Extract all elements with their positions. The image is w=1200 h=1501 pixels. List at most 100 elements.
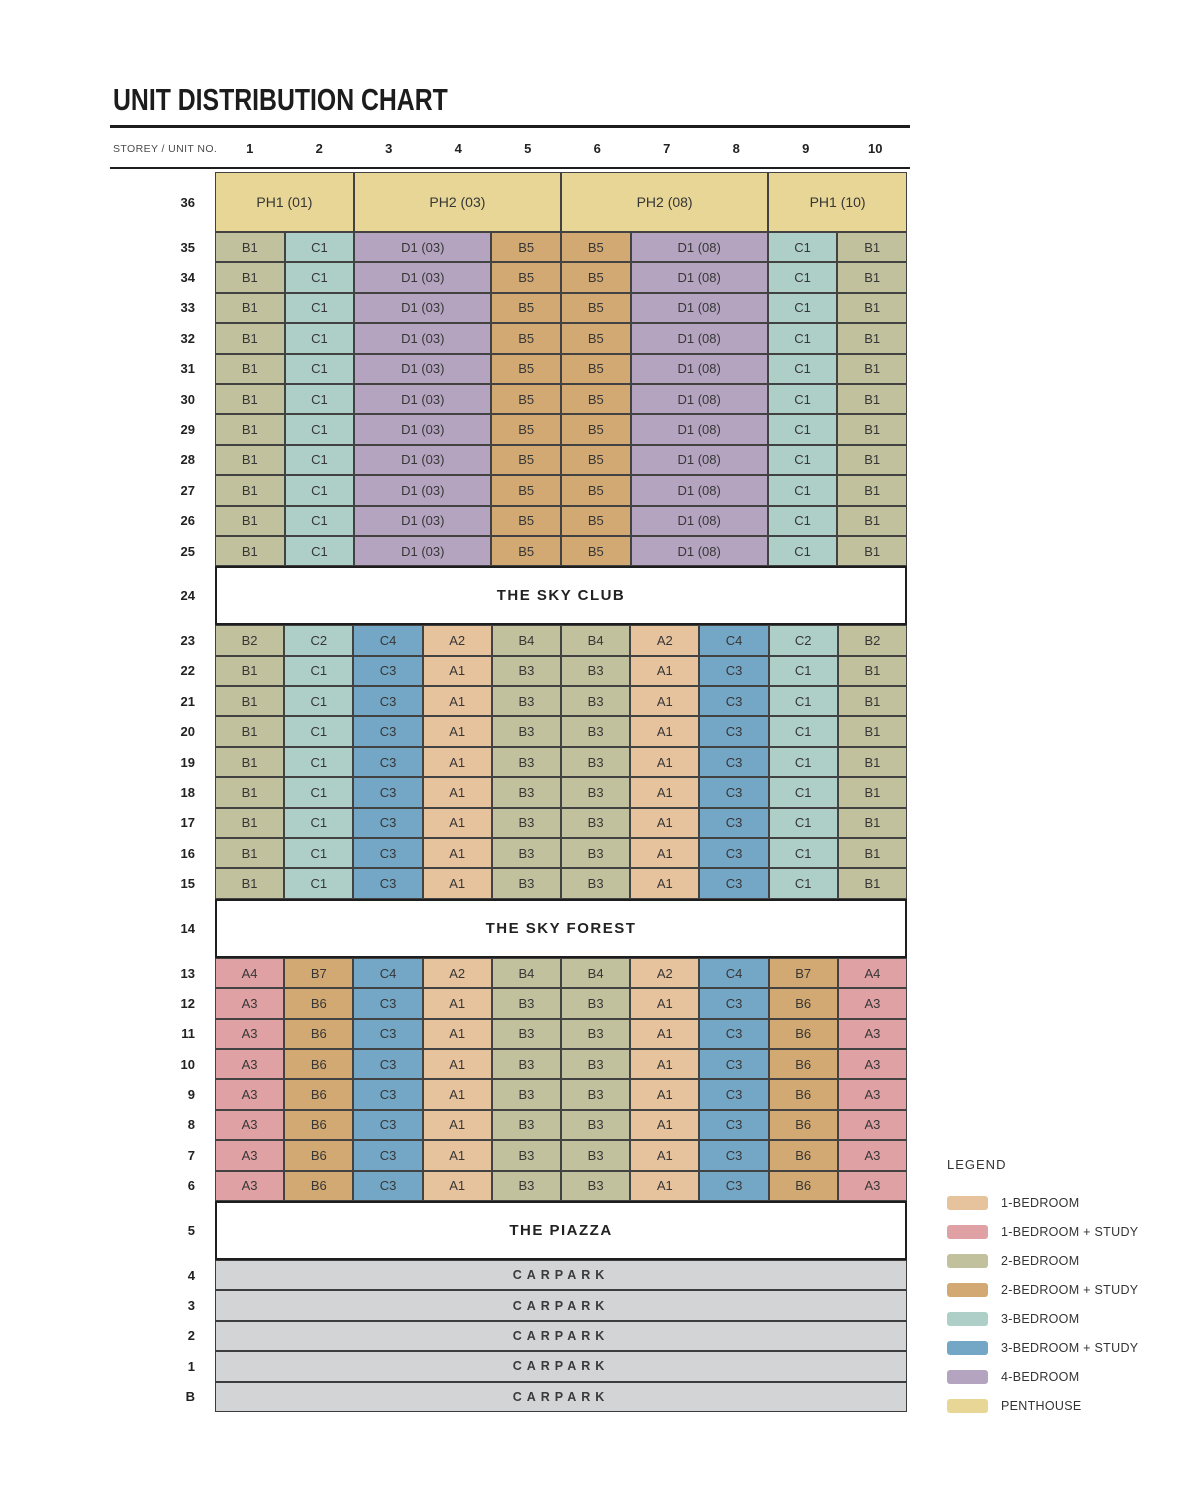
storey-label: 4 [187,1267,195,1283]
unit-cell: D1 (08) [630,475,768,506]
storey-label: 20 [180,724,195,740]
unit-cell: B5 [560,262,631,293]
page-title: UNIT DISTRIBUTION CHART [113,82,448,117]
unit-cell: C3 [699,807,769,839]
unit-cell: A3 [837,1048,908,1080]
unit-cell: C3 [353,807,423,839]
storey-label: 17 [180,815,195,831]
unit-cell: A1 [422,746,492,778]
unit-cell: C3 [353,838,423,869]
carpark-cell: CARPARK [215,1381,907,1412]
unit-cell: C1 [284,262,355,293]
unit-cell: B3 [491,1079,562,1110]
unit-cell: B5 [491,292,561,324]
unit-cell: B1 [215,655,285,687]
legend-swatch [947,1224,988,1239]
storey-row-B: B CARPARK [110,1381,907,1412]
unit-cell: B4 [491,625,562,656]
unit-cell: A1 [422,1018,492,1049]
unit-cell: B3 [491,1140,562,1171]
unit-cell: A3 [215,1079,285,1110]
unit-cell: B1 [215,716,285,747]
unit-cell: C1 [284,655,354,687]
row-cells: A4 B7 C4 A2 B4 B4 A2 C4 B7 A4 [215,957,908,989]
unit-cell: C1 [767,232,838,263]
unit-cell: B6 [284,1109,354,1141]
unit-cell: C3 [699,716,769,747]
unit-cell: A2 [422,625,492,656]
unit-cell: A1 [422,868,492,899]
unit-cell: C3 [353,1018,423,1049]
storey-row-16: 16 B1 C1 C3 A1 B3 B3 A1 C3 C1 B1 [110,838,908,869]
unit-cell: B3 [491,655,562,687]
unit-cell: B5 [560,383,631,415]
unit-cell: B1 [837,232,907,263]
unit-cell: B1 [837,655,908,687]
unit-cell: B3 [561,807,631,839]
row-cells: A3 B6 C3 A1 B3 B3 A1 C3 B6 A3 [215,1079,908,1110]
unit-cell: A3 [837,1109,908,1141]
banner-cell: THE SKY CLUB [215,566,907,626]
unit-cell: A4 [215,957,285,989]
unit-cell: B1 [215,505,285,536]
row-cells: CARPARK [215,1381,907,1412]
unit-cell: C3 [699,868,769,899]
row-cells: B1 C1 C3 A1 B3 B3 A1 C3 C1 B1 [215,777,908,808]
unit-cell: C3 [353,1140,423,1171]
row-cells: PH1 (01) PH2 (03) PH2 (08) PH1 (10) [215,172,907,232]
unit-cell: B1 [215,868,285,899]
unit-cell: A1 [630,1079,700,1110]
unit-cell: B5 [560,232,631,263]
unit-cell: C1 [768,777,838,808]
unit-cell: B3 [561,746,631,778]
storey-row-11: 11 A3 B6 C3 A1 B3 B3 A1 C3 B6 A3 [110,1018,908,1049]
legend-swatch [947,1195,988,1210]
legend-swatch [947,1369,988,1384]
unit-cell: B1 [837,444,907,476]
unit-cell: C3 [699,746,769,778]
unit-cell: B1 [215,686,285,717]
unit-cell: A2 [630,625,700,656]
unit-cell: A3 [837,1170,908,1201]
row-cells: B1 C1 D1 (03) B5 B5 D1 (08) C1 B1 [215,444,907,476]
unit-cell: C1 [284,505,355,536]
unit-cell: B1 [837,414,907,445]
unit-cell: A4 [837,957,908,989]
unit-cell: B3 [561,655,631,687]
row-cells: CARPARK [215,1259,907,1291]
unit-cell: B3 [491,807,562,839]
unit-cell: C1 [767,292,838,324]
unit-cell: B5 [560,414,631,445]
unit-cell: B6 [284,1140,354,1171]
row-cells: THE SKY FOREST [215,898,907,958]
storey-row-30: 30 B1 C1 D1 (03) B5 B5 D1 (08) C1 B1 [110,383,907,415]
header-rule [110,167,910,169]
unit-cell: A2 [630,957,700,989]
storey-row-33: 33 B1 C1 D1 (03) B5 B5 D1 (08) C1 B1 [110,292,907,324]
storey-row-10: 10 A3 B6 C3 A1 B3 B3 A1 C3 B6 A3 [110,1048,908,1080]
carpark-cell: CARPARK [215,1320,907,1352]
row-cells: A3 B6 C3 A1 B3 B3 A1 C3 B6 A3 [215,1109,908,1141]
unit-cell: C1 [284,716,354,747]
row-cells: CARPARK [215,1320,907,1352]
unit-cell: A3 [215,1170,285,1201]
unit-cell: B1 [215,292,285,324]
unit-cell: PH2 (08) [561,172,769,232]
legend-label: 1-BEDROOM + STUDY [1001,1224,1139,1239]
legend: LEGEND 1-BEDROOM 1-BEDROOM + STUDY 2-BEDRO… [947,1157,1187,1420]
storey-row-2: 2 CARPARK [110,1320,907,1352]
storey-label: 24 [180,588,195,604]
legend-swatch [947,1398,988,1413]
storey-row-3: 3 CARPARK [110,1290,907,1321]
unit-cell: B3 [561,1109,631,1141]
unit-cell: PH1 (10) [768,172,907,232]
unit-cell: C3 [353,716,423,747]
unit-cell: A1 [630,1140,700,1171]
row-cells: B1 C1 D1 (03) B5 B5 D1 (08) C1 B1 [215,475,907,506]
unit-cell: D1 (08) [630,505,768,536]
row-cells: THE SKY CLUB [215,566,907,626]
storey-label: B [185,1389,195,1405]
storey-label: 22 [180,663,195,679]
unit-cell: C1 [284,535,355,567]
unit-cell: B1 [837,383,907,415]
